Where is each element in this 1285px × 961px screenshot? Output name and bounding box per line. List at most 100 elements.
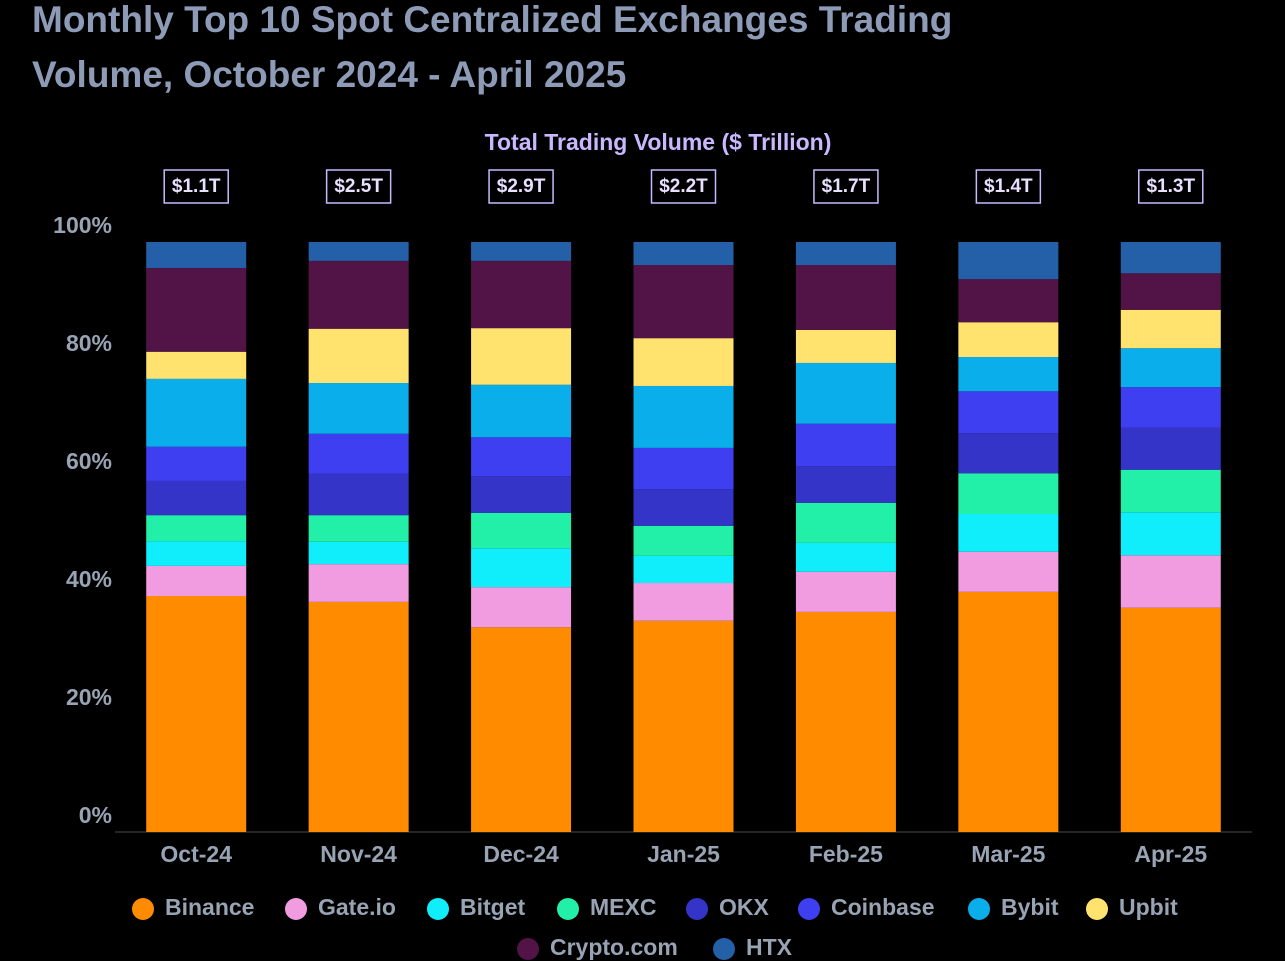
x-tick-label: Apr-25 [1134,841,1207,867]
legend-swatch [132,898,154,920]
legend-swatch [798,898,820,920]
x-tick-label: Nov-24 [320,841,397,867]
y-tick-label: 80% [66,330,112,356]
bar-segment [471,587,572,628]
bar-segment [633,447,734,490]
legend-label: Bybit [1001,894,1059,920]
bar-segment [633,265,734,339]
total-label-box [1138,169,1204,204]
total-label-box [163,169,229,204]
bar-segment [795,571,896,612]
chart-subtitle: Total Trading Volume ($ Trillion) [485,129,832,155]
bar-segment [1120,387,1221,428]
bar-segment [958,357,1059,392]
bar-segment [146,446,247,481]
bar-segment [633,338,734,386]
bar-segment [308,242,409,261]
total-label: $2.9T [497,176,546,197]
bar-segment [308,601,409,832]
legend-swatch [968,898,990,920]
bar-segment [308,473,409,516]
total-label-box [488,169,554,204]
bar-segment [146,541,247,566]
bar-segment [795,265,896,330]
bar-segment [471,260,572,329]
legend-label: Crypto.com [550,934,678,960]
bar-segment [1120,469,1221,513]
legend-label: Coinbase [831,894,935,920]
bar-segment [633,620,734,832]
bar-segment [308,515,409,542]
legend-label: MEXC [590,894,656,920]
bar-segment [471,548,572,588]
bar-segment [1120,555,1221,608]
bar-segment [146,378,247,447]
legend-swatch [557,898,579,920]
total-label-box [975,169,1042,204]
legend-swatch [713,938,735,960]
y-tick-label: 60% [66,448,112,474]
bar-segment [1120,512,1221,556]
bar-segment [795,542,896,572]
chart-title-line2: Volume, October 2024 - April 2025 [32,54,626,95]
bar-segment [308,564,409,602]
bar-segment [471,242,572,261]
bar-segment [795,242,896,266]
legend-swatch [686,898,708,920]
chart-title-line1: Monthly Top 10 Spot Centralized Exchange… [32,0,952,40]
legend-swatch [285,898,307,920]
bar-segment [795,502,896,543]
total-label: $1.1T [172,176,221,197]
bar-segment [1120,273,1221,310]
bar-segment [1120,242,1221,274]
bar-segment [146,267,247,352]
bar-segment [958,513,1059,552]
bar-segment [958,551,1059,592]
x-tick-label: Dec-24 [483,841,559,867]
bar-segment [308,328,409,384]
legend-label: Binance [165,894,254,920]
bar-segment [795,362,896,424]
total-label: $1.4T [984,176,1033,197]
bar-segment [308,260,409,329]
y-tick-label: 20% [66,684,112,710]
bar-segment [958,591,1059,832]
bar-segment [471,384,572,438]
bar-segment [146,351,247,379]
total-label: $2.2T [659,176,708,197]
bar-segment [1120,427,1221,470]
legend-swatch [1086,898,1108,920]
total-label: $2.5T [334,176,383,197]
total-label-box [650,169,717,204]
total-label: $1.3T [1146,176,1195,197]
bar-segment [146,515,247,542]
bar-segment [1120,309,1221,349]
total-label: $1.7T [822,176,871,197]
legend-swatch [517,938,539,960]
bar-segment [471,328,572,385]
bar-segment [1120,348,1221,388]
bar-segment [958,322,1059,358]
bar-segment [958,279,1059,323]
legend-label: OKX [719,894,770,920]
x-tick-label: Oct-24 [160,841,232,867]
bar-segment [471,476,572,513]
y-tick-label: 100% [53,212,112,238]
bar-segment [146,242,247,268]
x-tick-label: Feb-25 [809,841,883,867]
y-tick-label: 40% [66,566,112,592]
bar-segment [633,242,734,266]
bar-segment [795,466,896,503]
y-tick-label: 0% [79,802,112,828]
bar-segment [795,423,896,467]
bar-segment [146,565,247,596]
total-label-box [325,169,392,204]
bar-segment [633,583,734,621]
bar-segment [633,555,734,584]
x-tick-label: Mar-25 [971,841,1045,867]
bar-segment [146,480,247,516]
bar-segment [471,627,572,832]
bar-segment [471,437,572,477]
legend-swatch [427,898,449,920]
